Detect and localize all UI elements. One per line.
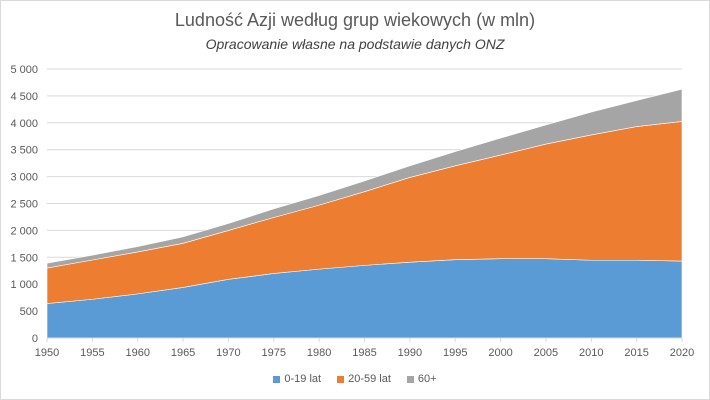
- x-tick-label: 2010: [579, 347, 603, 359]
- y-tick-label: 5 000: [10, 64, 38, 76]
- area-series-2: [46, 88, 683, 269]
- x-tick-label: 1980: [307, 347, 331, 359]
- x-tick-label: 1995: [443, 347, 467, 359]
- y-tick-label: 3 500: [10, 145, 38, 157]
- x-tick-label: 2000: [488, 347, 512, 359]
- x-tick-label: 1950: [35, 347, 59, 359]
- y-tick-label: 1 000: [10, 279, 38, 291]
- chart-subtitle: Opracowanie własne na podstawie danych O…: [205, 36, 505, 52]
- x-tick-label: 1985: [352, 347, 376, 359]
- y-tick-label: 2 500: [10, 199, 38, 211]
- legend-label: 60+: [417, 373, 437, 385]
- legend-item: 20-59 lat: [337, 373, 391, 385]
- legend-swatch: [337, 375, 345, 383]
- legend-label: 20-59 lat: [348, 373, 391, 385]
- y-tick-label: 1 500: [10, 252, 38, 264]
- x-tick-label: 1965: [171, 347, 195, 359]
- legend-item: 60+: [406, 373, 437, 385]
- x-tick-label: 1970: [216, 347, 240, 359]
- y-tick-label: 4 500: [10, 91, 38, 103]
- y-tick-label: 2 000: [10, 225, 38, 237]
- legend-label: 0-19 lat: [284, 373, 322, 385]
- x-tick-label: 2005: [534, 347, 558, 359]
- y-tick-label: 0: [32, 333, 38, 345]
- x-tick-label: 2015: [624, 347, 648, 359]
- x-tick-label: 2020: [670, 347, 694, 359]
- x-tick-label: 1955: [80, 347, 104, 359]
- legend-item: 0-19 lat: [273, 373, 321, 385]
- x-tick-label: 1990: [398, 347, 422, 359]
- x-tick-label: 1975: [262, 347, 286, 359]
- legend-swatch: [273, 375, 281, 383]
- legend: 0-19 lat 20-59 lat 60+: [0, 373, 710, 385]
- y-tick-label: 4 000: [10, 118, 38, 130]
- legend-swatch: [406, 375, 414, 383]
- y-tick-label: 500: [20, 306, 38, 318]
- x-tick-label: 1960: [125, 347, 149, 359]
- y-tick-label: 3 000: [10, 172, 38, 184]
- chart-title: Ludność Azji według grup wiekowych (w ml…: [174, 10, 536, 30]
